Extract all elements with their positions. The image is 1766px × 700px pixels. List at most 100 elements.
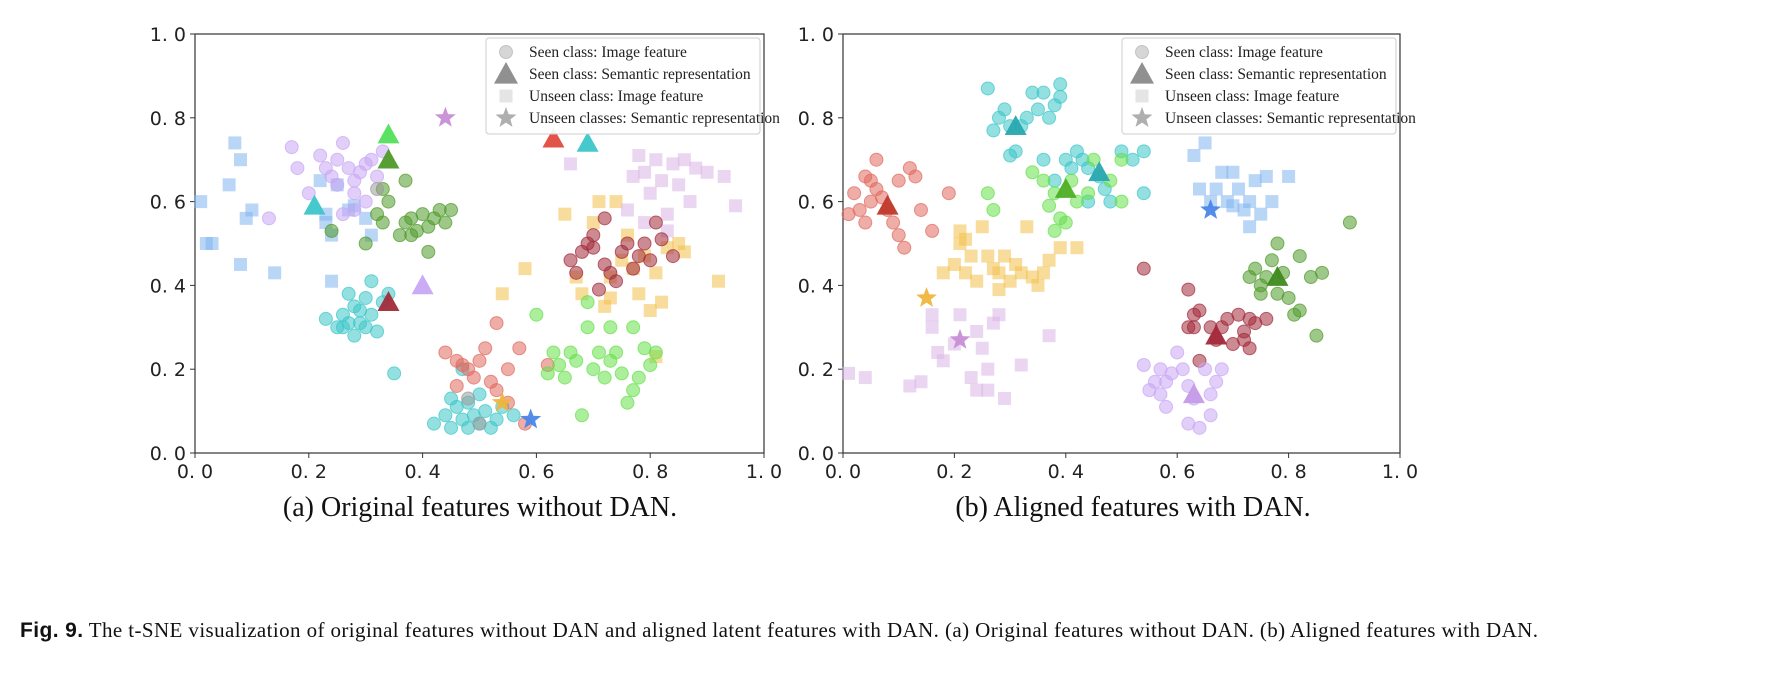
data-point-square — [1209, 182, 1223, 196]
x-tick-label: 0. 6 — [518, 461, 554, 483]
data-point-circle — [478, 404, 493, 419]
data-point-circle — [444, 391, 459, 406]
data-point-square — [495, 287, 509, 301]
data-point-circle — [1069, 194, 1084, 209]
data-point-square — [313, 174, 327, 188]
legend-label: Unseen class: Image feature — [529, 88, 703, 105]
data-point-square — [205, 237, 219, 250]
data-point-circle — [626, 320, 641, 335]
data-point-square — [666, 157, 680, 171]
data-point-circle — [908, 169, 923, 184]
data-point-circle — [591, 345, 606, 360]
legend-box — [485, 37, 761, 135]
data-point-circle — [1292, 249, 1307, 264]
data-point-circle — [546, 345, 561, 360]
data-point-square — [975, 220, 989, 234]
data-point-circle — [1292, 303, 1307, 318]
legend-label: Unseen class: Image feature — [1165, 88, 1339, 105]
data-point-circle — [478, 341, 493, 356]
x-tick-label: 0. 4 — [404, 461, 440, 483]
data-point-star — [949, 328, 971, 349]
data-point-circle — [461, 391, 476, 406]
data-point-square — [1243, 220, 1257, 234]
data-point-circle — [341, 286, 356, 301]
data-point-circle — [1264, 253, 1279, 268]
data-point-triangle — [411, 274, 434, 295]
data-point-circle — [438, 215, 453, 230]
data-point-square — [1014, 266, 1028, 280]
data-point-circle — [1086, 152, 1101, 167]
data-point-square — [992, 266, 1006, 280]
data-point-circle — [1053, 77, 1068, 92]
data-point-square — [672, 178, 686, 192]
data-point-triangle — [542, 127, 565, 148]
legend-label: Seen class: Image feature — [1165, 44, 1323, 61]
data-point-square — [970, 383, 984, 397]
data-point-circle — [941, 186, 956, 201]
data-point-square — [947, 257, 961, 271]
data-point-triangle — [377, 123, 400, 144]
data-point-circle — [335, 135, 350, 150]
data-point-square — [1042, 329, 1056, 343]
data-point-circle — [586, 362, 601, 377]
data-point-circle — [620, 395, 635, 410]
data-point-triangle — [1004, 115, 1027, 135]
data-point-circle — [1047, 223, 1062, 238]
caption-label: Fig. 9. — [20, 619, 84, 642]
data-point-square — [1037, 266, 1051, 280]
data-point-circle — [1136, 186, 1151, 201]
data-point-square — [649, 153, 663, 167]
data-point-circle — [1214, 362, 1229, 377]
data-point-circle — [1342, 215, 1357, 230]
legend-star-icon — [1131, 107, 1153, 127]
data-point-circle — [438, 408, 453, 423]
figure-caption: Fig. 9. The t-SNE visualization of origi… — [20, 615, 1750, 646]
data-point-square — [903, 379, 917, 393]
data-point-circle — [591, 282, 606, 297]
data-point-circle — [886, 215, 901, 230]
data-point-square — [638, 216, 652, 230]
data-point-circle — [529, 307, 544, 322]
data-point-circle — [426, 416, 441, 431]
data-point-square — [1226, 165, 1240, 179]
data-point-circle — [1081, 186, 1096, 201]
data-point-circle — [997, 102, 1012, 117]
data-point-circle — [364, 152, 379, 167]
data-point-square — [1070, 241, 1084, 255]
data-point-square — [1254, 207, 1268, 221]
data-point-star — [434, 106, 456, 127]
data-point-square — [959, 266, 973, 280]
data-point-square — [970, 274, 984, 288]
data-point-square — [603, 291, 617, 305]
data-point-circle — [1203, 408, 1218, 423]
data-point-circle — [381, 194, 396, 209]
data-point-square — [925, 308, 939, 322]
data-point-circle — [1030, 102, 1045, 117]
y-tick-label: 0. 4 — [150, 275, 186, 297]
legend-label: Seen class: Semantic representation — [529, 66, 751, 83]
data-point-triangle — [576, 131, 599, 152]
data-point-square — [268, 266, 282, 280]
data-point-square — [700, 165, 714, 179]
x-tick-label: 0. 2 — [936, 461, 972, 483]
data-point-square — [1014, 358, 1028, 372]
legend-box — [1121, 37, 1397, 135]
data-point-circle — [643, 253, 658, 268]
data-point-circle — [580, 295, 595, 310]
data-point-circle — [330, 152, 345, 167]
data-point-square — [234, 153, 248, 167]
data-point-circle — [643, 358, 658, 373]
y-tick-label: 0. 8 — [150, 108, 186, 130]
data-point-circle — [847, 186, 862, 201]
data-point-triangle — [1182, 383, 1205, 404]
data-point-circle — [358, 290, 373, 305]
data-point-circle — [654, 232, 669, 247]
data-point-circle — [1114, 194, 1129, 209]
data-point-square — [717, 169, 731, 183]
data-point-circle — [1159, 399, 1174, 414]
data-point-circle — [1042, 198, 1057, 213]
data-point-circle — [1259, 311, 1274, 326]
data-point-circle — [1203, 387, 1218, 402]
data-point-circle — [444, 202, 459, 217]
x-tick-label: 1. 0 — [746, 461, 782, 483]
